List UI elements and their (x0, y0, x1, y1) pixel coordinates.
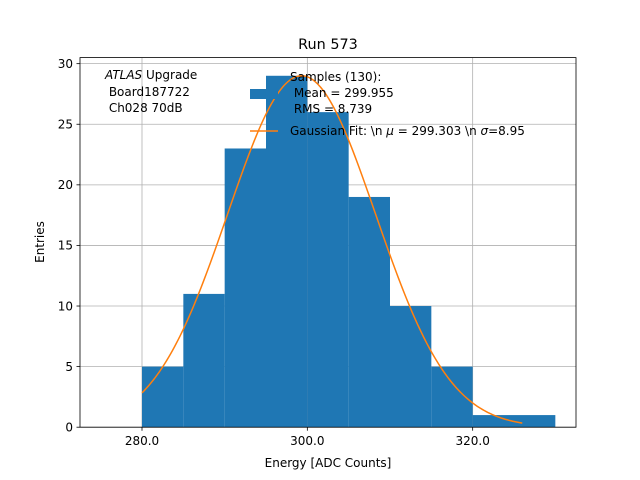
legend-samples-line-3: RMS = 8.739 (290, 102, 372, 116)
y-tick-label-0: 0 (65, 421, 73, 435)
legend-fit-sigma-symbol: σ (481, 124, 489, 138)
x-tick-label-2: 320.0 (455, 434, 489, 448)
legend-samples-line-1: Samples (130): (290, 70, 381, 84)
histogram-bar-3 (266, 75, 308, 428)
annotation-line-1: ATLAS Upgrade (104, 68, 197, 82)
x-axis-label: Energy [ADC Counts] (265, 456, 392, 470)
y-tick-label-3: 15 (58, 239, 73, 253)
histogram-bar-0 (142, 366, 184, 428)
histogram-bar-4 (307, 112, 349, 428)
gaussian-fit-curve (141, 75, 523, 424)
legend-fit-suffix: =8.95 (488, 124, 525, 138)
upgrade-label: Upgrade (142, 68, 197, 82)
histogram-bar-9 (514, 415, 556, 428)
x-tick-label-0: 280.0 (125, 434, 159, 448)
y-tick-label-6: 30 (58, 57, 73, 71)
legend-fit-mu-symbol: μ (385, 124, 394, 138)
x-axis-ticks: 280.0 300.0 320.0 (125, 427, 490, 448)
y-tick-label-1: 5 (65, 360, 73, 374)
annotation-line-2: Board187722 (105, 85, 190, 99)
legend-fit-mid: = 299.303 \n (394, 124, 481, 138)
legend-fit-text: Gaussian Fit: \n μ = 299.303 \n σ=8.95 (290, 124, 525, 138)
atlas-annotation: ATLAS Upgrade Board187722 Ch028 70dB (104, 68, 197, 115)
atlas-label: ATLAS (104, 68, 143, 82)
y-axis-label: Entries (33, 221, 47, 263)
legend: Samples (130): Mean = 299.955 RMS = 8.73… (250, 70, 525, 138)
y-tick-label-5: 25 (58, 118, 73, 132)
legend-samples-swatch (250, 89, 278, 99)
annotation-line-3: Ch028 70dB (105, 101, 183, 115)
y-axis-ticks: 0 5 10 15 20 25 30 (58, 57, 80, 435)
histogram-bar-6 (390, 306, 432, 428)
y-tick-label-4: 20 (58, 178, 73, 192)
histogram-bar-5 (348, 196, 390, 428)
plot-frame (79, 57, 577, 428)
x-tick-label-1: 300.0 (290, 434, 324, 448)
histogram-bar-1 (183, 293, 225, 428)
legend-fit-prefix: Gaussian Fit: \n (290, 124, 386, 138)
histogram-bar-8 (472, 415, 514, 428)
y-tick-label-2: 10 (58, 299, 73, 313)
chart-title: Run 573 (298, 37, 358, 53)
histogram-bar-2 (224, 148, 266, 428)
legend-samples-line-2: Mean = 299.955 (290, 86, 394, 100)
